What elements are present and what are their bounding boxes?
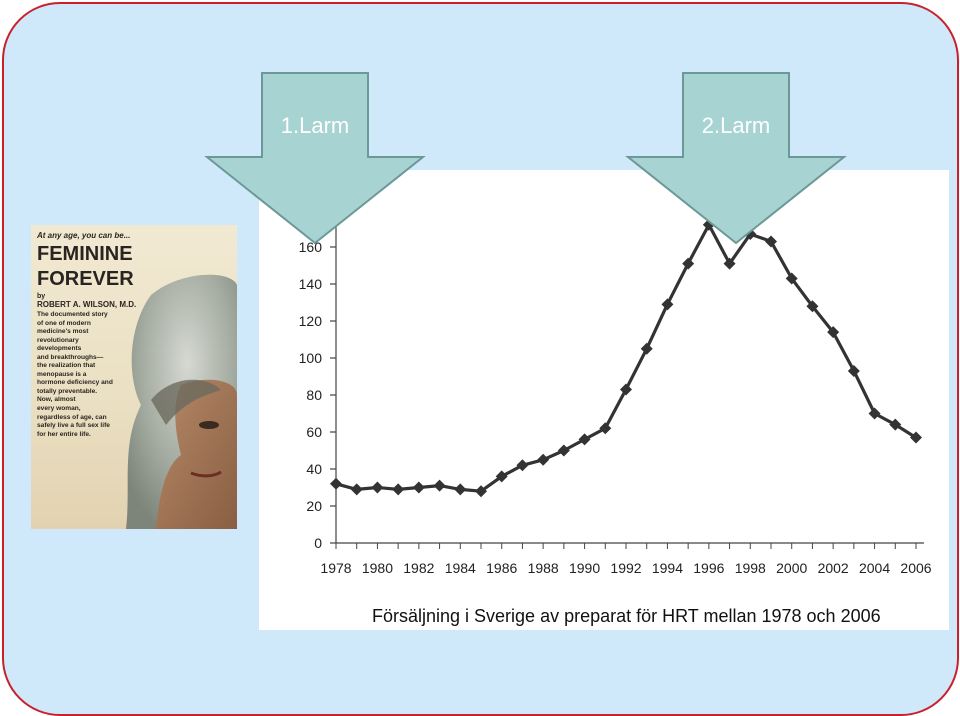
book-description-line: regardless of age, can <box>37 413 107 421</box>
book-title-line2: FOREVER <box>37 268 134 290</box>
book-description-line: of one of modern <box>37 319 91 327</box>
book-description-line: The documented story <box>37 311 108 318</box>
x-tick-label: 1982 <box>403 560 434 576</box>
book-description-line: menopause is a <box>37 370 87 378</box>
book-description-line: totally preventable. <box>37 387 98 395</box>
x-tick-label: 1978 <box>320 560 351 576</box>
y-tick-label: 120 <box>299 313 323 329</box>
book-description-line: for her entire life. <box>37 430 91 438</box>
data-point <box>454 483 467 496</box>
x-tick-label: 1990 <box>569 560 600 576</box>
book-description-line: the realization that <box>37 362 96 370</box>
book-description-line: every woman, <box>37 405 81 413</box>
data-point <box>682 257 695 270</box>
data-point <box>392 483 405 496</box>
data-point <box>620 383 632 396</box>
y-tick-label: 0 <box>314 535 322 551</box>
data-point <box>350 483 363 496</box>
y-tick-label: 40 <box>306 461 322 477</box>
book-description-line: hormone deficiency and <box>37 379 113 387</box>
x-tick-label: 1992 <box>610 560 641 576</box>
book-cover-image: At any age, you can be... FEMININE FOREV… <box>31 225 237 529</box>
data-point <box>702 218 715 231</box>
alarm-2-label: 2.Larm <box>701 113 771 138</box>
y-tick-label: 80 <box>306 387 322 403</box>
data-point <box>827 326 840 339</box>
data-point <box>495 470 508 483</box>
y-tick-label: 60 <box>306 424 322 440</box>
data-point <box>723 257 736 270</box>
chart-panel: 0 20 40 60 80 100 120 140 160 1978 1980 1982 1984 198… <box>259 170 949 630</box>
data-point <box>640 342 653 355</box>
data-point <box>868 407 881 420</box>
book-tagline: At any age, you can be... <box>37 231 131 240</box>
data-point <box>785 272 798 285</box>
x-tick-label: 1986 <box>486 560 517 576</box>
book-description-line: medicine's most <box>37 328 89 336</box>
x-tick-label: 1998 <box>735 560 766 576</box>
book-description-line: safely live a full sex life <box>37 422 110 430</box>
book-author: ROBERT A. WILSON, M.D. <box>37 300 137 309</box>
book-description-line: and breakthroughs— <box>37 353 104 361</box>
data-point <box>806 300 819 313</box>
down-arrow-icon <box>625 72 847 245</box>
book-by: by <box>37 293 46 300</box>
y-tick-label: 100 <box>299 350 323 366</box>
data-point <box>910 431 922 444</box>
y-tick-label: 20 <box>306 498 322 514</box>
x-tick-label: 1994 <box>652 560 683 576</box>
book-title-line1: FEMININE <box>37 243 133 265</box>
data-point <box>889 418 902 431</box>
x-tick-label: 2000 <box>776 560 807 576</box>
data-point <box>847 364 860 377</box>
x-tick-label: 1980 <box>362 560 393 576</box>
down-arrow-icon <box>204 72 426 245</box>
x-tick-label: 1996 <box>693 560 724 576</box>
book-description-line: Now, almost <box>37 396 76 404</box>
x-tick-label: 1988 <box>528 560 559 576</box>
alarm-1-arrow: 1.Larm <box>204 72 426 245</box>
data-point <box>371 481 384 494</box>
data-point <box>475 485 487 498</box>
data-point <box>578 433 591 446</box>
book-description: The documented story of one of modern me… <box>37 311 141 439</box>
chart-caption: Försäljning i Sverige av preparat för HR… <box>372 606 881 626</box>
data-point <box>516 459 529 472</box>
data-point <box>330 477 342 490</box>
series-line <box>335 223 917 493</box>
portrait-illustration <box>126 274 237 529</box>
x-tick-label: 2002 <box>818 560 849 576</box>
data-point <box>412 481 425 494</box>
data-point <box>661 298 674 311</box>
data-point <box>537 453 550 466</box>
book-description-line: revolutionary <box>37 336 79 344</box>
alarm-2-arrow: 2.Larm <box>625 72 847 245</box>
alarm-1-label: 1.Larm <box>280 113 350 138</box>
x-tick-label: 2006 <box>900 560 931 576</box>
data-point <box>765 235 777 248</box>
data-point <box>599 422 612 435</box>
data-point <box>433 479 446 492</box>
x-tick-label: 2004 <box>859 560 890 576</box>
x-tick-label: 1984 <box>445 560 476 576</box>
data-point <box>557 444 570 457</box>
book-description-line: developments <box>37 345 82 353</box>
y-tick-label: 140 <box>299 276 323 292</box>
